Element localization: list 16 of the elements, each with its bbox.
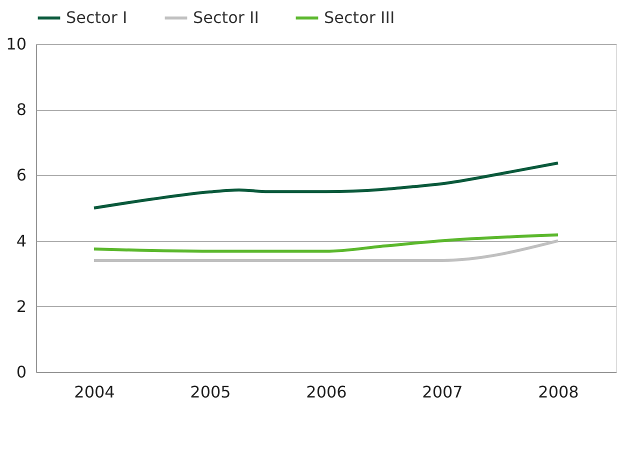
x-tick-label: 2008 <box>538 382 579 402</box>
y-tick-label: 6 <box>16 166 26 185</box>
y-tick-label: 10 <box>6 34 26 54</box>
line-series <box>92 162 560 210</box>
legend-label: Sector II <box>193 8 259 27</box>
y-tick-label: 4 <box>16 231 26 250</box>
x-tick-label: 2005 <box>190 382 231 402</box>
y-tick-label: 8 <box>16 100 26 120</box>
x-tick-label: 2004 <box>74 382 115 402</box>
x-tick-label: 2007 <box>422 382 463 402</box>
y-tick-label: 2 <box>16 296 26 316</box>
legend-label: Sector I <box>66 8 128 27</box>
y-tick-label: 0 <box>16 362 26 382</box>
x-tick-label: 2006 <box>306 382 347 402</box>
legend-label: Sector III <box>324 8 395 27</box>
line-series <box>92 233 560 253</box>
